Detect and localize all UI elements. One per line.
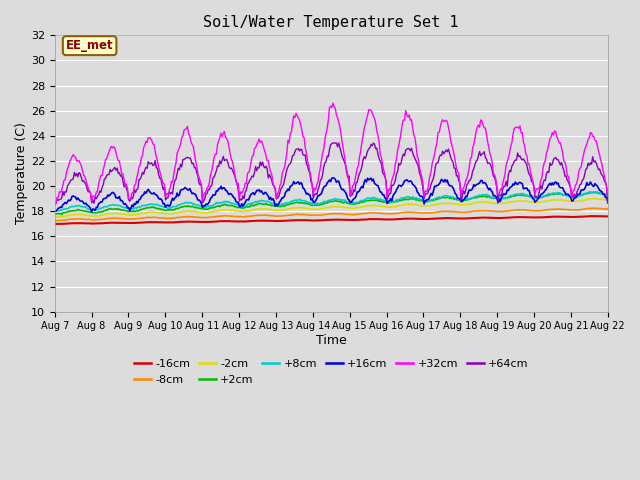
Line: -2cm: -2cm: [55, 198, 608, 217]
Line: +8cm: +8cm: [55, 192, 608, 211]
-16cm: [51, 221, 59, 227]
Line: +64cm: +64cm: [55, 143, 608, 205]
-2cm: [224, 207, 232, 213]
-8cm: [224, 213, 232, 219]
+32cm: [556, 140, 563, 146]
-16cm: [362, 216, 369, 222]
-8cm: [604, 206, 612, 212]
+8cm: [285, 200, 293, 205]
+64cm: [554, 157, 562, 163]
-2cm: [590, 195, 598, 201]
+16cm: [363, 179, 371, 185]
-2cm: [362, 204, 369, 209]
-16cm: [285, 217, 293, 223]
+32cm: [389, 174, 397, 180]
+8cm: [592, 189, 600, 195]
-2cm: [388, 204, 396, 210]
+2cm: [285, 202, 293, 207]
-8cm: [51, 217, 59, 223]
-16cm: [458, 216, 466, 221]
+8cm: [224, 199, 232, 204]
-8cm: [458, 209, 466, 215]
+32cm: [51, 199, 59, 205]
-16cm: [388, 216, 396, 222]
+64cm: [51, 202, 59, 208]
+8cm: [51, 207, 59, 213]
+32cm: [604, 193, 612, 199]
-2cm: [51, 214, 59, 220]
+64cm: [362, 156, 369, 161]
+2cm: [604, 192, 612, 198]
+8cm: [52, 208, 60, 214]
+16cm: [51, 208, 59, 214]
-8cm: [285, 212, 293, 218]
+32cm: [285, 140, 293, 146]
-2cm: [56, 214, 63, 220]
+8cm: [362, 196, 369, 202]
Y-axis label: Temperature (C): Temperature (C): [15, 122, 28, 225]
Line: -8cm: -8cm: [55, 208, 608, 221]
-2cm: [285, 206, 293, 212]
+2cm: [554, 191, 562, 197]
Title: Soil/Water Temperature Set 1: Soil/Water Temperature Set 1: [204, 15, 459, 30]
-8cm: [388, 211, 396, 217]
+16cm: [88, 209, 95, 215]
+32cm: [329, 100, 337, 106]
+64cm: [223, 156, 230, 162]
+8cm: [604, 192, 612, 198]
+32cm: [363, 117, 371, 122]
Text: EE_met: EE_met: [66, 39, 113, 52]
+8cm: [554, 191, 562, 196]
+64cm: [604, 200, 612, 206]
+64cm: [458, 194, 466, 200]
-16cm: [57, 221, 65, 227]
+32cm: [460, 186, 467, 192]
-16cm: [554, 214, 562, 219]
-16cm: [224, 218, 232, 224]
Line: -16cm: -16cm: [55, 216, 608, 224]
Line: +2cm: +2cm: [55, 192, 608, 215]
-16cm: [588, 213, 595, 219]
+2cm: [58, 212, 65, 217]
+2cm: [51, 211, 59, 216]
+2cm: [224, 203, 232, 208]
-16cm: [604, 214, 612, 219]
-2cm: [554, 197, 562, 203]
+16cm: [285, 188, 293, 193]
+16cm: [329, 175, 337, 181]
+64cm: [284, 164, 292, 170]
+2cm: [458, 197, 466, 203]
-2cm: [458, 202, 466, 208]
+64cm: [388, 182, 396, 188]
+2cm: [388, 199, 396, 204]
+16cm: [389, 193, 397, 199]
+16cm: [224, 190, 232, 196]
+32cm: [52, 201, 60, 207]
+8cm: [458, 196, 466, 202]
+32cm: [224, 139, 232, 144]
Line: +16cm: +16cm: [55, 178, 608, 212]
X-axis label: Time: Time: [316, 334, 347, 347]
Legend: -16cm, -8cm, -2cm, +2cm, +8cm, +16cm, +32cm, +64cm: -16cm, -8cm, -2cm, +2cm, +8cm, +16cm, +3…: [129, 355, 533, 389]
+2cm: [362, 198, 369, 204]
-8cm: [554, 206, 562, 212]
+16cm: [604, 198, 612, 204]
+16cm: [460, 197, 467, 203]
-2cm: [604, 197, 612, 203]
+64cm: [329, 140, 337, 146]
+16cm: [556, 184, 563, 190]
-8cm: [57, 218, 65, 224]
+8cm: [388, 199, 396, 204]
-8cm: [590, 205, 598, 211]
Line: +32cm: +32cm: [55, 103, 608, 204]
+2cm: [593, 190, 601, 195]
-8cm: [362, 210, 369, 216]
